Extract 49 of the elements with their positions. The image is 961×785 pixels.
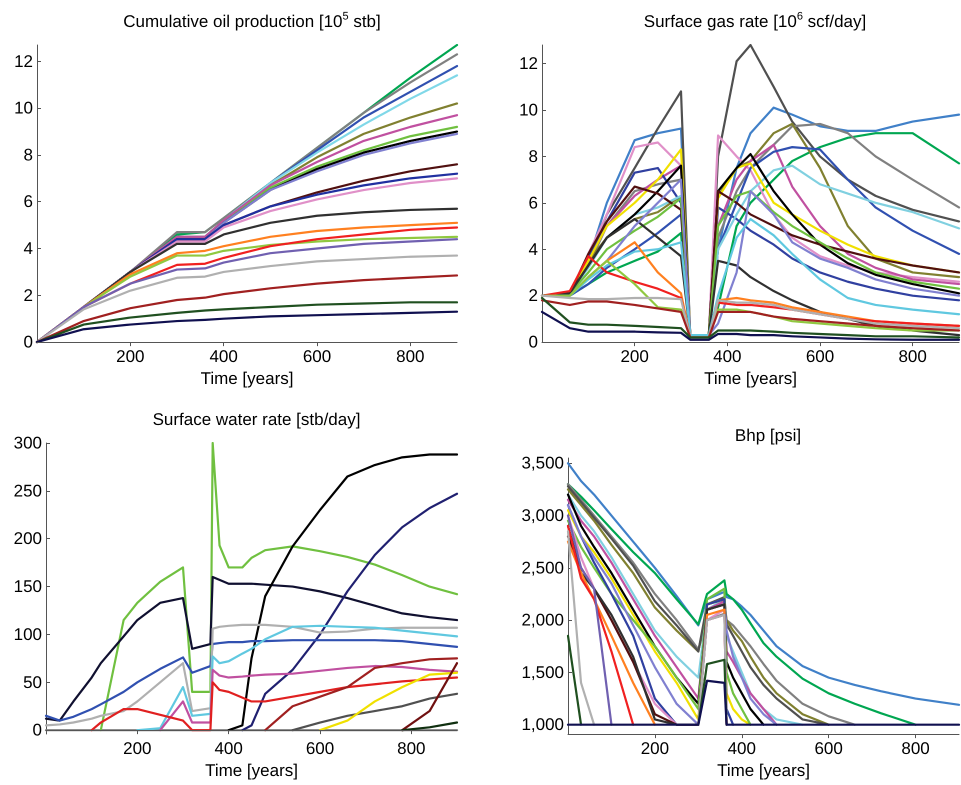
y-tick-label: 200 — [14, 529, 42, 548]
x-axis-title: Time [years] — [717, 761, 810, 780]
y-tick-label: 6 — [24, 192, 33, 212]
x-axis-title: Time [years] — [704, 369, 797, 388]
x-tick-label: 800 — [898, 347, 927, 366]
x-tick-label: 400 — [713, 347, 742, 366]
y-tick-label: 10 — [519, 100, 538, 120]
x-axis-title: Time [years] — [205, 760, 298, 780]
y-tick-label: 8 — [24, 145, 33, 164]
x-tick-label: 200 — [123, 739, 152, 758]
y-tick-label: 6 — [528, 193, 538, 212]
x-tick-label: 200 — [620, 347, 649, 366]
y-tick-label: 10 — [14, 98, 33, 118]
chart-title: Surface water rate [stb/day] — [152, 410, 360, 429]
y-tick-label: 50 — [23, 672, 42, 692]
y-tick-label: 0 — [528, 332, 538, 352]
x-tick-label: 800 — [396, 347, 425, 366]
x-tick-label: 200 — [640, 739, 670, 758]
x-tick-label: 200 — [116, 347, 145, 366]
y-tick-label: 2,500 — [521, 558, 564, 578]
y-tick-label: 300 — [14, 434, 42, 452]
x-tick-label: 800 — [901, 739, 930, 758]
x-axis-title: Time [years] — [200, 369, 294, 388]
x-tick-label: 400 — [209, 347, 238, 366]
y-tick-label: 1,000 — [521, 715, 564, 734]
y-tick-label: 100 — [14, 624, 42, 644]
y-tick-label: 2 — [528, 286, 538, 306]
x-tick-label: 800 — [397, 739, 426, 758]
x-tick-label: 600 — [814, 739, 843, 758]
chart-title: Bhp [psi] — [734, 426, 802, 445]
y-tick-label: 1,500 — [521, 662, 564, 682]
y-tick-label: 2,000 — [521, 610, 564, 630]
y-tick-label: 12 — [14, 52, 33, 71]
y-tick-label: 0 — [24, 332, 33, 352]
x-tick-label: 400 — [728, 739, 756, 758]
x-tick-label: 600 — [306, 739, 334, 758]
y-tick-label: 250 — [14, 481, 42, 500]
y-tick-label: 2 — [24, 286, 33, 305]
y-tick-label: 4 — [528, 240, 538, 259]
y-tick-label: 8 — [528, 146, 538, 166]
y-tick-label: 3,000 — [521, 506, 564, 526]
y-tick-label: 3,500 — [521, 454, 564, 473]
y-tick-label: 150 — [14, 577, 42, 596]
x-tick-label: 600 — [806, 347, 834, 366]
y-tick-label: 0 — [32, 720, 42, 740]
x-tick-label: 400 — [214, 739, 243, 758]
y-tick-label: 4 — [24, 239, 33, 258]
y-tick-label: 12 — [519, 54, 538, 74]
x-tick-label: 600 — [302, 347, 332, 366]
